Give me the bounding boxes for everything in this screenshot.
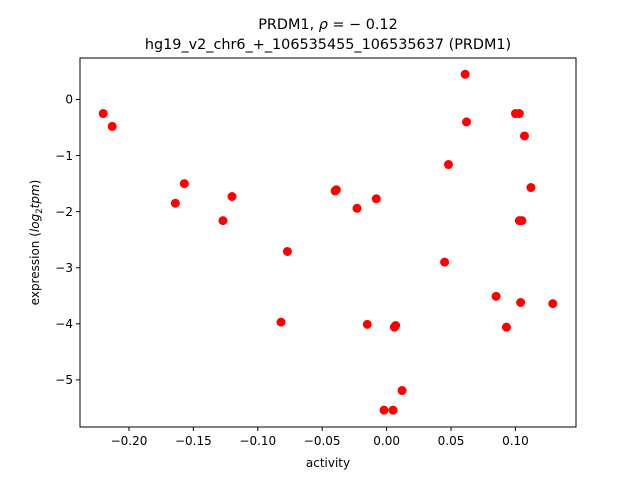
data-point (276, 317, 286, 327)
plot-area (79, 57, 577, 428)
points-layer (98, 69, 558, 415)
y-tick-label: 0 (65, 93, 73, 107)
data-point (516, 298, 526, 307)
data-point (391, 321, 401, 330)
data-point (514, 109, 524, 119)
x-tick-label: 0.00 (373, 434, 400, 448)
data-point (461, 117, 471, 127)
chart-title-line1: PRDM1, ρ = − 0.12 (258, 17, 398, 33)
data-point (282, 246, 292, 256)
x-axis-ticks: −0.20 −0.15 −0.10 −0.05 0.00 0.05 0.10 (111, 427, 529, 448)
data-point (443, 160, 453, 170)
axes-frame (79, 57, 577, 428)
y-tick-label: −5 (55, 373, 73, 387)
data-point (460, 69, 470, 79)
data-point (519, 131, 529, 141)
data-point (388, 405, 398, 415)
data-point (179, 179, 189, 189)
y-tick-label: −4 (55, 317, 73, 331)
data-point (362, 319, 372, 329)
data-point (501, 322, 511, 332)
x-tick-label: 0.10 (502, 434, 529, 448)
data-point (107, 121, 117, 131)
chart-title-line2: hg19_v2_chr6_+_106535455_106535637 (PRDM… (145, 37, 511, 53)
y-tick-label: −3 (55, 261, 73, 275)
data-point (331, 185, 341, 195)
data-point (397, 386, 407, 396)
y-axis-label: expression (log2tpm) (28, 180, 45, 306)
data-point (379, 405, 389, 415)
data-point (218, 216, 228, 226)
data-point (548, 299, 558, 309)
data-point (517, 216, 527, 226)
data-point (170, 198, 180, 208)
data-point (526, 183, 536, 193)
data-point (98, 109, 108, 119)
y-tick-label: −2 (55, 205, 73, 219)
y-axis-ticks: 0 −1 −2 −3 −4 −5 (55, 93, 80, 387)
data-point (491, 291, 501, 301)
x-tick-label: −0.05 (304, 434, 341, 448)
x-tick-label: 0.05 (438, 434, 465, 448)
data-point (352, 203, 362, 213)
y-tick-label: −1 (55, 149, 73, 163)
x-tick-label: −0.15 (175, 434, 212, 448)
data-point (440, 257, 450, 267)
x-axis-label: activity (306, 456, 350, 470)
data-point (371, 194, 381, 204)
data-point (227, 192, 237, 202)
x-tick-label: −0.10 (239, 434, 276, 448)
x-tick-label: −0.20 (111, 434, 148, 448)
